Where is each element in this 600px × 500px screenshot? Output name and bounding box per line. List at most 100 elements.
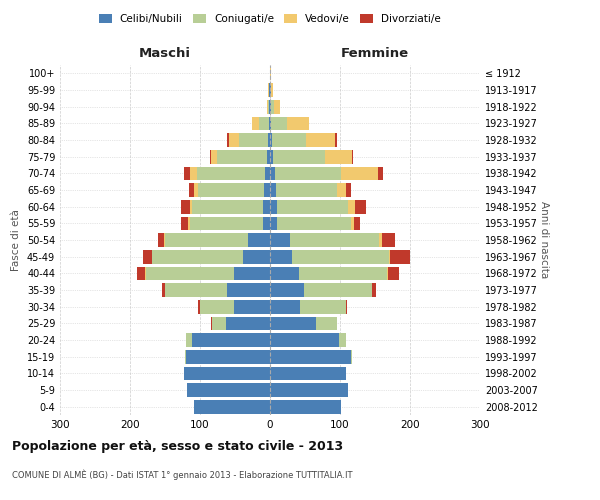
Bar (194, 400, 270, 413)
Bar (181, 216, 188, 230)
Bar (349, 200, 355, 213)
Bar (190, 166, 197, 180)
Bar (181, 200, 190, 213)
Bar (212, 316, 226, 330)
Bar (270, 300, 300, 314)
Bar (194, 183, 198, 197)
Bar (355, 200, 366, 213)
Bar (277, 216, 350, 230)
Bar (270, 316, 316, 330)
Bar (378, 166, 383, 180)
Bar (372, 283, 376, 297)
Bar (265, 166, 270, 180)
Bar (277, 200, 349, 213)
Bar (389, 250, 391, 264)
Bar (346, 183, 351, 197)
Bar (271, 100, 274, 114)
Bar (270, 333, 338, 347)
Bar (268, 100, 269, 114)
Bar (165, 283, 227, 297)
Bar (211, 150, 217, 164)
Bar (211, 316, 212, 330)
Bar (270, 383, 349, 397)
Bar (198, 300, 200, 314)
Bar (158, 233, 164, 247)
Bar (197, 166, 265, 180)
Bar (338, 333, 346, 347)
Bar (306, 133, 335, 147)
Text: Popolazione per età, sesso e stato civile - 2013: Popolazione per età, sesso e stato civil… (12, 440, 343, 453)
Bar (270, 250, 292, 264)
Bar (200, 300, 233, 314)
Bar (391, 250, 410, 264)
Bar (210, 150, 211, 164)
Bar (152, 250, 244, 264)
Bar (190, 216, 263, 230)
Bar (290, 233, 379, 247)
Bar (270, 116, 271, 130)
Bar (229, 133, 239, 147)
Bar (270, 233, 290, 247)
Bar (226, 316, 270, 330)
Bar (233, 300, 270, 314)
Bar (337, 183, 346, 197)
Bar (191, 333, 270, 347)
Bar (271, 116, 287, 130)
Bar (273, 150, 325, 164)
Bar (270, 200, 277, 213)
Bar (227, 283, 270, 297)
Bar (341, 166, 378, 180)
Bar (189, 183, 194, 197)
Bar (300, 300, 346, 314)
Bar (388, 266, 399, 280)
Bar (191, 200, 263, 213)
Bar (292, 250, 389, 264)
Bar (161, 283, 165, 297)
Text: Maschi: Maschi (139, 47, 191, 60)
Bar (270, 400, 341, 413)
Bar (227, 133, 229, 147)
Bar (271, 83, 273, 97)
Legend: Celibi/Nubili, Coniugati/e, Vedovi/e, Divorziati/e: Celibi/Nubili, Coniugati/e, Vedovi/e, Di… (95, 10, 445, 29)
Bar (263, 200, 270, 213)
Bar (238, 133, 268, 147)
Bar (188, 216, 190, 230)
Y-axis label: Fasce di età: Fasce di età (11, 209, 21, 271)
Bar (146, 266, 233, 280)
Bar (325, 150, 352, 164)
Bar (346, 300, 347, 314)
Bar (269, 116, 270, 130)
Bar (270, 166, 275, 180)
Bar (270, 366, 346, 380)
Bar (335, 133, 337, 147)
Bar (275, 183, 337, 197)
Bar (165, 233, 248, 247)
Bar (270, 266, 299, 280)
Bar (299, 266, 387, 280)
Bar (350, 350, 352, 364)
Bar (186, 350, 270, 364)
Bar (387, 266, 388, 280)
Bar (252, 116, 259, 130)
Bar (184, 366, 270, 380)
Bar (270, 83, 271, 97)
Bar (382, 233, 395, 247)
Bar (198, 183, 265, 197)
Bar (263, 216, 270, 230)
Bar (268, 83, 269, 97)
Bar (270, 100, 271, 114)
Bar (379, 233, 382, 247)
Bar (244, 250, 270, 264)
Bar (184, 166, 190, 180)
Bar (259, 116, 269, 130)
Bar (267, 150, 270, 164)
Bar (187, 383, 270, 397)
Bar (186, 333, 191, 347)
Bar (248, 233, 270, 247)
Bar (350, 216, 354, 230)
Bar (190, 200, 191, 213)
Bar (287, 116, 309, 130)
Bar (266, 100, 268, 114)
Text: COMUNE DI ALMÈ (BG) - Dati ISTAT 1° gennaio 2013 - Elaborazione TUTTITALIA.IT: COMUNE DI ALMÈ (BG) - Dati ISTAT 1° genn… (12, 470, 353, 480)
Bar (270, 350, 350, 364)
